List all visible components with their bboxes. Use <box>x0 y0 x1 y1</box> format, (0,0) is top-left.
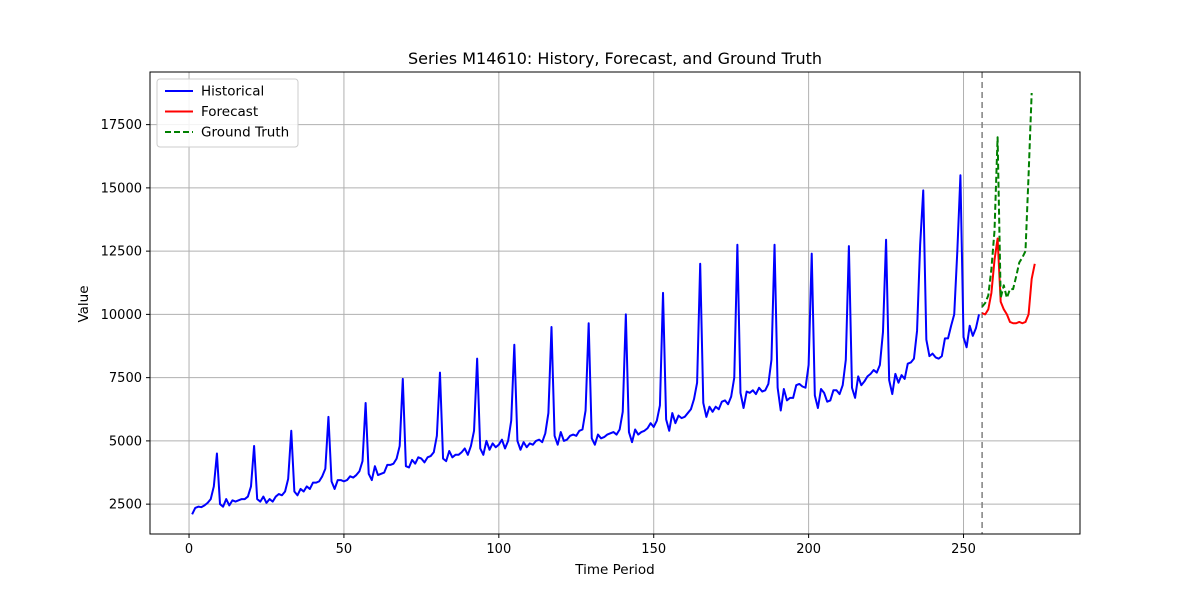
y-tick-label: 10000 <box>101 308 142 323</box>
y-tick-label: 12500 <box>101 245 142 260</box>
x-axis: 0 50 100 150 200 250 <box>185 534 976 557</box>
y-tick-label: 2500 <box>109 498 142 513</box>
plot-frame <box>149 71 1081 535</box>
legend: Historical Forecast Ground Truth <box>156 78 299 148</box>
forecast-line <box>981 237 1036 325</box>
y-axis-label: Value <box>76 285 92 322</box>
x-tick-label: 200 <box>796 542 821 557</box>
legend-label: Historical <box>201 84 264 100</box>
legend-label: Forecast <box>201 104 258 120</box>
x-axis-label: Time Period <box>574 562 654 578</box>
historical-line <box>191 174 980 515</box>
y-axis: 2500 5000 7500 10000 12500 15000 17500 <box>101 118 150 513</box>
ground-truth-line <box>981 92 1033 308</box>
y-tick-label: 7500 <box>109 371 142 386</box>
x-tick-label: 150 <box>641 542 666 557</box>
x-tick-label: 250 <box>951 542 976 557</box>
x-tick-label: 50 <box>336 542 353 557</box>
legend-box <box>156 78 299 148</box>
x-tick-label: 100 <box>486 542 511 557</box>
y-tick-label: 15000 <box>101 181 142 196</box>
x-tick-label: 0 <box>185 542 193 557</box>
y-tick-label: 17500 <box>101 118 142 133</box>
legend-label: Ground Truth <box>201 125 289 141</box>
y-tick-label: 5000 <box>109 434 142 449</box>
chart-title: Series M14610: History, Forecast, and Gr… <box>408 49 822 68</box>
plot-area <box>191 72 1036 534</box>
